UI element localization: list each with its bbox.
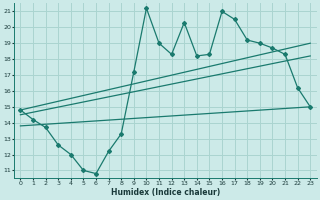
X-axis label: Humidex (Indice chaleur): Humidex (Indice chaleur) [111, 188, 220, 197]
